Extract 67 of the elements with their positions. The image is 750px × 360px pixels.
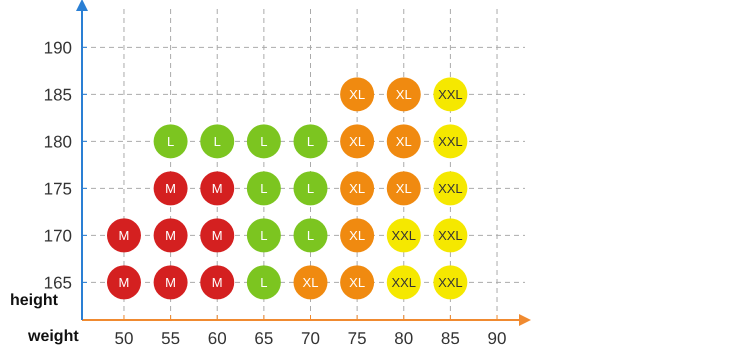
x-tick-label: 60 [208,329,227,348]
y-tick-label: 190 [44,38,72,58]
point [200,218,234,252]
point [200,124,234,158]
text: XL [396,180,412,196]
series-label: L [214,134,221,149]
point [293,124,328,158]
point [106,218,141,252]
text: XXL [438,180,463,196]
text: M [212,274,223,290]
series-label: XXL [438,228,463,243]
x-axis-title: weight [27,328,80,345]
x-tick-label: 65 [254,329,274,348]
point [246,124,281,158]
text: L [166,134,174,149]
text: XXL [438,134,463,149]
text: XXL [391,228,416,243]
y-tick-label: 170 [44,226,72,246]
x-tick-label: 55 [161,329,180,348]
text: M [118,228,130,243]
x-tick-label: 50 [114,329,134,348]
text: L [260,180,268,196]
text: XL [349,180,366,196]
text: XXL [438,274,463,290]
y-tick-label: 180 [44,132,72,152]
point [200,171,234,206]
point [246,218,281,252]
series-label: M [212,228,223,243]
point [154,218,188,252]
x-tick-label: 70 [301,329,320,348]
text: M [165,228,176,243]
point [154,171,188,206]
y-tick-label: 185 [44,85,72,104]
x-tick-label: 90 [488,329,506,348]
text: XL [349,134,366,149]
text: L [260,274,268,290]
text: M [165,180,176,196]
text: XL [396,134,412,149]
y-tick-label: 175 [44,179,72,198]
text: L [260,228,268,243]
point [246,265,281,300]
text: L [306,228,314,243]
text: XL [396,86,412,102]
point [293,218,328,252]
text: XL [349,274,366,290]
text: M [212,180,223,196]
text: XXL [391,274,416,290]
text: XXL [438,86,463,102]
text: XL [349,86,366,102]
text: M [118,274,130,290]
point [293,171,328,206]
text: L [260,134,268,149]
x-tick-label: 80 [394,329,414,348]
point [106,265,141,300]
point [154,124,188,158]
point [246,171,281,206]
point [154,265,188,300]
text: L [306,134,314,149]
y-axis-title: height [10,292,59,309]
y-tick-label: 165 [44,273,72,292]
x-tick-label: 75 [348,329,367,348]
text: M [165,274,176,290]
text: L [306,180,314,196]
series-label: XL [302,274,318,290]
x-tick-label: 85 [440,329,460,348]
text: XL [349,228,366,243]
point [200,265,234,300]
